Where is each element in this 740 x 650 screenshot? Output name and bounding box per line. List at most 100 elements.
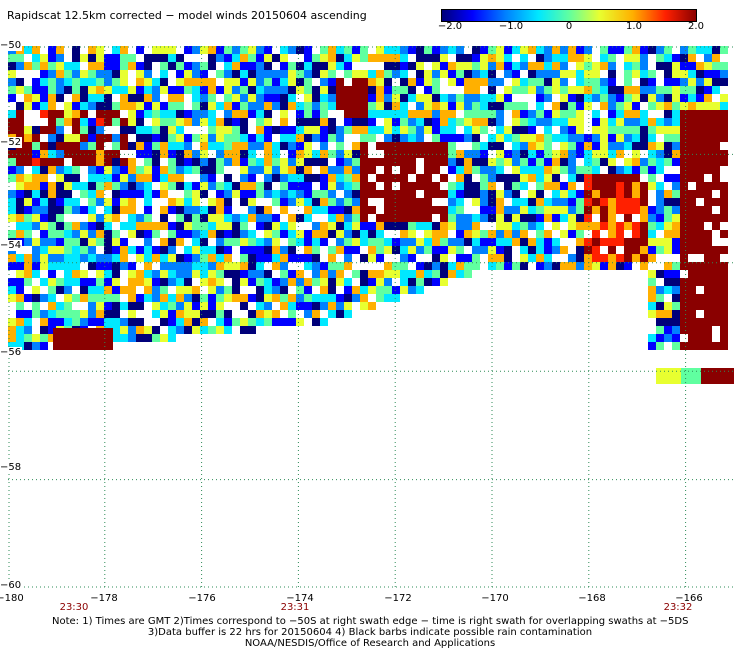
data-cell [680,54,688,62]
data-cell [640,126,648,134]
data-cell [144,246,152,254]
data-cell [456,214,464,222]
data-cell [368,102,376,110]
data-cell [376,270,384,278]
data-cell [696,302,704,310]
data-cell [56,206,64,214]
data-cell [416,238,424,246]
data-cell [368,134,376,142]
data-cell [168,230,176,238]
data-cell [280,62,288,70]
data-cell [120,302,128,310]
data-cell [624,190,632,198]
data-cell [496,126,504,134]
data-cell [344,102,352,110]
data-cell [312,70,320,78]
data-cell [512,78,520,86]
data-cell [240,270,248,278]
data-cell [248,78,256,86]
data-cell [192,102,200,110]
data-cell [472,94,480,102]
data-cell [560,142,568,150]
data-cell [536,62,544,70]
data-cell [440,174,448,182]
data-cell [624,78,632,86]
data-cell [136,302,144,310]
data-cell [16,118,24,126]
data-cell [8,110,16,118]
data-cell [72,310,80,318]
data-cell [264,318,272,326]
data-cell [288,214,296,222]
data-cell [544,54,552,62]
data-cell [520,166,528,174]
data-cell [56,190,64,198]
data-cell [56,94,64,102]
data-cell [224,238,232,246]
data-cell [168,110,176,118]
data-cell [584,134,592,142]
data-cell [400,286,408,294]
data-cell [608,206,616,214]
data-cell [104,78,112,86]
data-cell [16,222,24,230]
data-cell [336,214,344,222]
data-cell [424,174,432,182]
data-cell [240,190,248,198]
data-cell [16,270,24,278]
data-cell [208,278,216,286]
data-cell [632,86,640,94]
data-cell [664,302,672,310]
data-cell [648,86,656,94]
data-cell [568,190,576,198]
data-cell [544,46,552,54]
data-cell [32,294,40,302]
data-cell [32,54,40,62]
data-cell [256,166,264,174]
data-cell [584,198,592,206]
data-cell [88,94,96,102]
data-cell [16,206,24,214]
data-cell [560,134,568,142]
data-cell [320,102,328,110]
data-cell [416,94,424,102]
data-cell [288,134,296,142]
data-cell [336,46,344,54]
data-cell [64,206,72,214]
data-cell [40,222,48,230]
data-cell [200,86,208,94]
data-cell [208,246,216,254]
data-cell [600,206,608,214]
data-cell [568,166,576,174]
data-cell [256,54,264,62]
data-cell [256,158,264,166]
data-cell [680,206,688,214]
data-cell [136,278,144,286]
data-cell [176,270,184,278]
data-cell [192,206,200,214]
data-cell [456,270,464,278]
data-cell [720,214,728,222]
data-cell [712,182,720,190]
data-cell [712,254,720,262]
data-cell [264,230,272,238]
data-cell [64,222,72,230]
data-cell [160,142,168,150]
data-cell [248,94,256,102]
data-cell [8,158,16,166]
data-cell [144,94,152,102]
data-cell [80,134,88,142]
data-cell [88,286,96,294]
data-cell [184,158,192,166]
data-cell [648,230,656,238]
data-cell [352,102,360,110]
data-cell [560,230,568,238]
data-cell [344,246,352,254]
data-cell [256,126,264,134]
data-cell [704,78,712,86]
data-cell [656,214,664,222]
data-cell [472,238,480,246]
data-cell [144,238,152,246]
data-cell [504,262,512,270]
data-cell [256,270,264,278]
